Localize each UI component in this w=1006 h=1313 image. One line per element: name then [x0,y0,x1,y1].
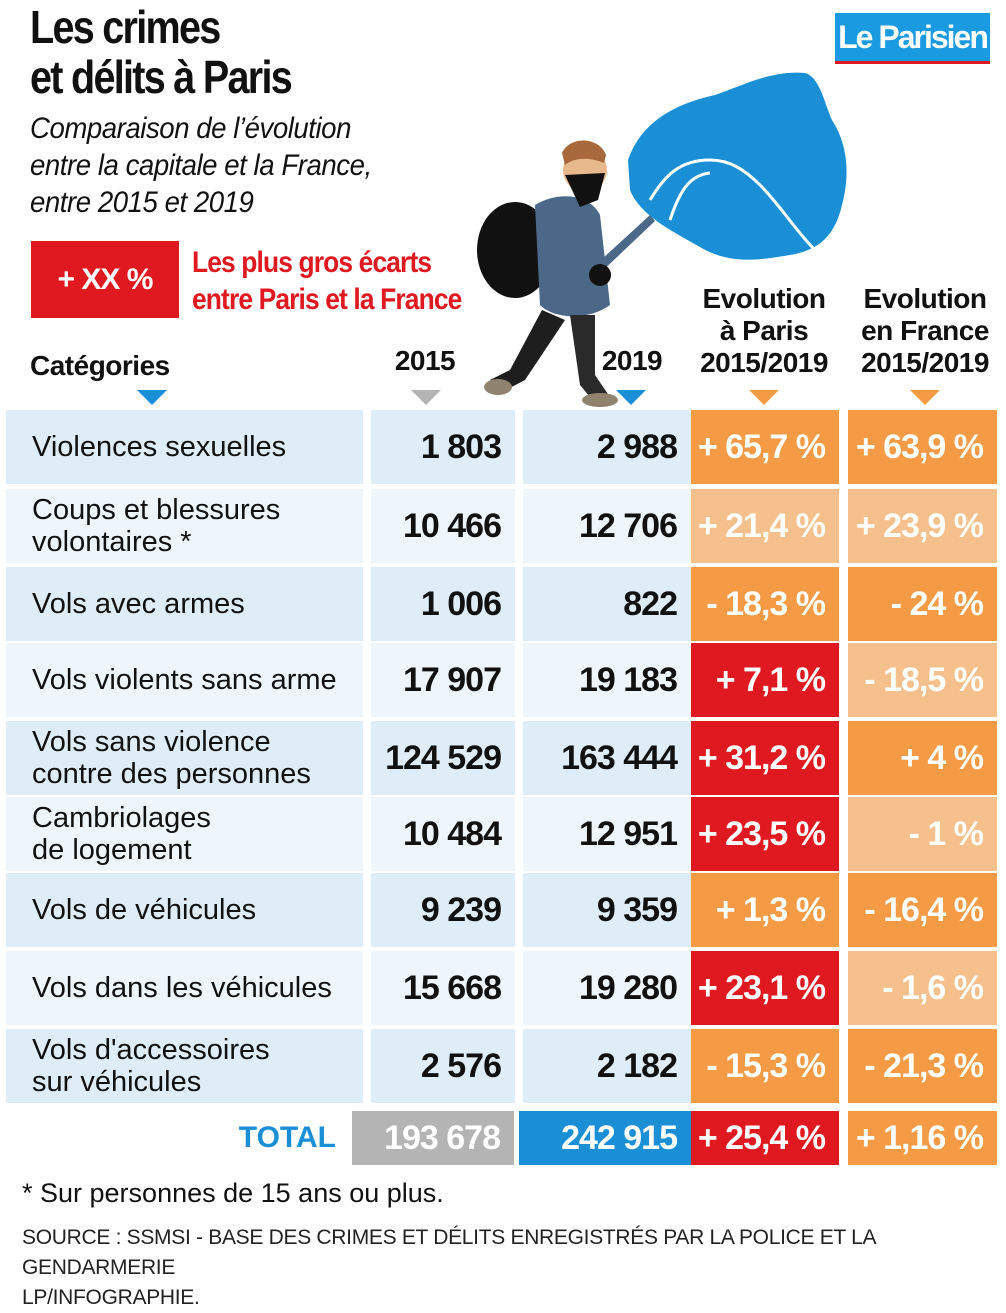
category-label: Vols de véhicules [32,894,257,926]
legend-text-line-1: Les plus gros écarts [192,246,432,279]
evolution-paris: + 23,5 % [691,797,839,871]
header-line: à Paris [719,315,809,346]
title-line-1: Les crimes [30,1,221,53]
arrow-down-icon [910,390,940,405]
subtitle: Comparaison de l’évolution entre la capi… [30,110,372,221]
category-label: Cambriolages [32,802,211,834]
total-evolution-france: + 1,16 % [848,1111,997,1165]
evolution-france: - 1 % [848,797,997,871]
subtitle-line-1: Comparaison de l’évolution [30,112,351,145]
arrow-down-icon [411,390,441,405]
total-2015: 193 678 [352,1111,514,1165]
category-label: Violences sexuelles [32,431,287,463]
evolution-paris: + 21,4 % [691,489,839,563]
evolution-france: + 63,9 % [848,410,997,484]
category-label: sur véhicules [32,1066,202,1098]
value-v2019: 822 [523,567,691,641]
category-label: Vols avec armes [32,588,245,620]
category-cell: Vols sans violence contre des personnes [6,721,363,795]
category-cell: Vols violents sans arme [6,643,363,717]
category-label: Vols dans les véhicules [32,972,332,1004]
total-label: TOTAL [238,1121,336,1154]
category-cell: Vols dans les véhicules [6,951,363,1025]
header-line: Evolution [863,283,987,314]
subtitle-line-2: entre la capitale et la France, [30,149,372,182]
header-line: en France [861,315,989,346]
evolution-france: - 21,3 % [848,1029,997,1103]
column-header-france: Evolution en France 2015/2019 [850,283,1000,379]
arrow-down-icon [616,390,646,405]
evolution-france: + 4 % [848,721,997,795]
subtitle-line-3: entre 2015 et 2019 [30,186,254,219]
category-label: Vols violents sans arme [32,664,337,696]
arrow-down-icon [137,390,167,405]
value-v2019: 2 182 [523,1029,691,1103]
arrow-down-icon [749,390,779,405]
value-v2019: 2 988 [523,410,691,484]
evolution-paris: + 23,1 % [691,951,839,1025]
value-v2015: 1 803 [371,410,515,484]
category-cell: Violences sexuelles [6,410,363,484]
category-cell: Vols avec armes [6,567,363,641]
column-header-2019: 2019 [601,345,663,376]
category-cell: Vols d'accessoires sur véhicules [6,1029,363,1103]
category-label: volontaires * [32,526,192,558]
category-label: Vols sans violence [32,726,271,758]
legend-text-line-2: entre Paris et la France [192,283,462,316]
header-line: 2015/2019 [700,347,828,378]
category-label: contre des personnes [32,758,311,790]
category-cell: Vols de véhicules [6,873,363,947]
value-v2015: 15 668 [371,951,515,1025]
burglar-illustration-icon [477,140,655,407]
value-v2019: 9 359 [523,873,691,947]
evolution-france: - 24 % [848,567,997,641]
total-2019: 242 915 [519,1111,691,1165]
value-v2015: 10 484 [371,797,515,871]
legend-swatch: + XX % [31,241,179,318]
value-v2019: 163 444 [523,721,691,795]
category-label: de logement [32,834,192,866]
title-line-2: et délits à Paris [30,51,293,103]
le-parisien-logo: Le Parisien [835,13,990,64]
evolution-france: - 1,6 % [848,951,997,1025]
value-v2015: 10 466 [371,489,515,563]
category-cell: Coups et blessures volontaires * [6,489,363,563]
legend-text: Les plus gros écarts entre Paris et la F… [192,244,462,318]
header-line: Evolution [702,283,826,314]
column-header-paris: Evolution à Paris 2015/2019 [690,283,838,379]
source-line-1: SOURCE : SSMSI - BASE DES CRIMES ET DÉLI… [22,1226,876,1279]
value-v2015: 9 239 [371,873,515,947]
column-header-categories: Catégories [30,350,170,381]
page-title: Les crimes et délits à Paris [30,1,293,103]
source-line-2: LP/INFOGRAPHIE. [22,1286,200,1309]
evolution-paris: - 18,3 % [691,567,839,641]
value-v2015: 17 907 [371,643,515,717]
category-cell: Cambriolages de logement [6,797,363,871]
value-v2015: 124 529 [371,721,515,795]
evolution-france: + 23,9 % [848,489,997,563]
value-v2019: 12 951 [523,797,691,871]
value-v2019: 19 280 [523,951,691,1025]
value-v2015: 2 576 [371,1029,515,1103]
value-v2015: 1 006 [371,567,515,641]
header-line: 2015/2019 [861,347,989,378]
paris-map-icon [628,72,847,260]
evolution-paris: + 7,1 % [691,643,839,717]
evolution-paris: + 65,7 % [691,410,839,484]
value-v2019: 19 183 [523,643,691,717]
source: SOURCE : SSMSI - BASE DES CRIMES ET DÉLI… [22,1223,1006,1313]
total-evolution-paris: + 25,4 % [691,1111,839,1165]
evolution-france: - 18,5 % [848,643,997,717]
evolution-france: - 16,4 % [848,873,997,947]
value-v2019: 12 706 [523,489,691,563]
column-header-2015: 2015 [394,345,456,376]
category-label: Vols d'accessoires [32,1034,270,1066]
evolution-paris: - 15,3 % [691,1029,839,1103]
evolution-paris: + 1,3 % [691,873,839,947]
category-label: Coups et blessures [32,494,281,526]
footnote: * Sur personnes de 15 ans ou plus. [22,1178,444,1208]
evolution-paris: + 31,2 % [691,721,839,795]
